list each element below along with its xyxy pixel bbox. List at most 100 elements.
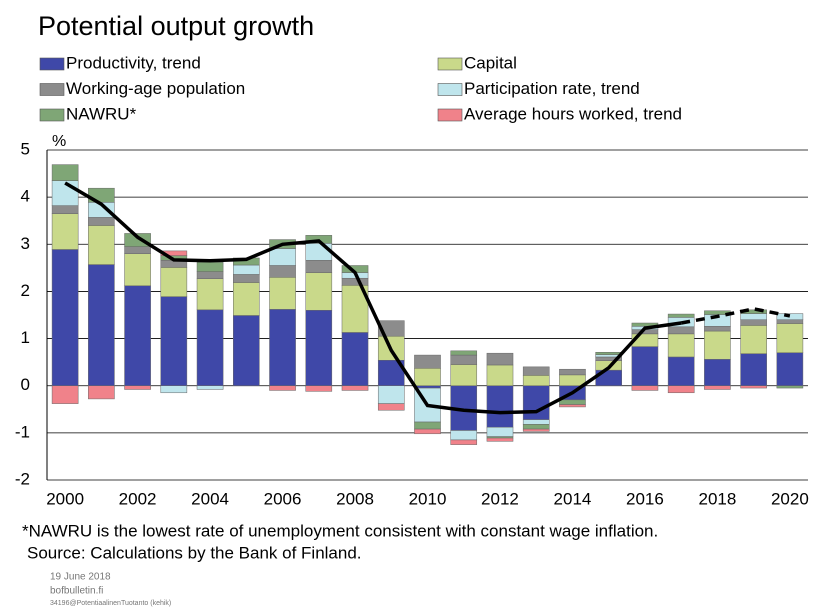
legend-swatch	[39, 108, 65, 122]
bar-segment	[160, 296, 188, 386]
bar-segment	[450, 354, 478, 365]
legend-label: Productivity, trend	[66, 53, 201, 72]
bar-segment	[233, 264, 260, 275]
note: *NAWRU is the lowest rate of unemploymen…	[22, 521, 658, 540]
x-tick-label: 2012	[481, 489, 519, 508]
bar-segment	[486, 364, 514, 386]
bar-segment	[522, 375, 550, 386]
bar-segment	[124, 246, 151, 254]
bar-segment	[196, 261, 224, 272]
bar-segment	[740, 313, 767, 320]
bar-segment	[269, 385, 296, 391]
bar-segment	[233, 315, 260, 386]
y-tick-label: 3	[21, 234, 30, 253]
bar-segment	[51, 164, 79, 181]
bar-segment	[377, 385, 405, 404]
bar-segment	[88, 217, 115, 226]
source: Source: Calculations by the Bank of Finl…	[27, 543, 362, 562]
bar-segment	[740, 319, 767, 326]
bar-segment	[450, 439, 478, 445]
bar-segment	[667, 356, 695, 386]
bar-segment	[88, 264, 115, 386]
x-tick-label: 2016	[626, 489, 664, 508]
bar-segment	[522, 424, 550, 430]
bar-segment	[522, 366, 550, 376]
bar-segment	[124, 285, 151, 386]
chart-title: Potential output growth	[38, 11, 314, 41]
legend-swatch	[39, 83, 65, 96]
bar-segment	[269, 309, 296, 386]
bar-segment	[667, 313, 695, 318]
bar-segment	[704, 326, 731, 332]
bar-segment	[704, 330, 731, 360]
y-tick-label: -1	[15, 422, 30, 441]
bar-segment	[305, 260, 333, 273]
x-tick-label: 2008	[336, 489, 374, 508]
bar-segment	[450, 350, 478, 356]
legend-swatch	[437, 108, 463, 122]
bar-segment	[341, 332, 369, 386]
legend-swatch	[437, 57, 463, 71]
bar-segment	[414, 428, 441, 435]
bar-segment	[305, 310, 333, 386]
legend-swatch	[437, 83, 463, 96]
bar-segment	[776, 385, 804, 389]
y-tick-label: 2	[21, 281, 30, 300]
y-tick-label: 5	[21, 139, 30, 158]
bar-segment	[631, 346, 659, 386]
bar-segment	[269, 265, 296, 278]
bar-segment	[522, 385, 550, 420]
bar-segment	[740, 353, 767, 386]
bar-segment	[704, 359, 731, 386]
legend-label: NAWRU*	[66, 104, 137, 123]
bar-segment	[51, 213, 79, 250]
bar-segment	[595, 351, 622, 355]
bar-segment	[667, 333, 695, 358]
y-tick-label: -2	[15, 469, 30, 488]
bar-segment	[233, 274, 260, 283]
bar-segment	[559, 404, 586, 408]
x-tick-label: 2006	[264, 489, 302, 508]
x-tick-label: 2020	[771, 489, 809, 508]
bar-segment	[51, 249, 79, 386]
y-axis-label: %	[52, 133, 66, 150]
x-tick-label: 2004	[191, 489, 229, 508]
legend-swatch	[39, 57, 65, 71]
bar-segment	[414, 421, 441, 430]
bar-segment	[160, 385, 188, 394]
bar-segment	[305, 243, 333, 261]
bar-segment	[414, 354, 441, 369]
legend-label: Participation rate, trend	[464, 79, 640, 98]
code: 34196@PotentiaalinenTuotanto (kehik)	[50, 600, 171, 607]
bar-segment	[486, 437, 514, 442]
bar-segment	[196, 271, 224, 279]
bar-segment	[667, 385, 695, 394]
bar-segment	[740, 385, 767, 389]
legend-label: Capital	[464, 53, 517, 72]
legend-label: Average hours worked, trend	[464, 104, 682, 123]
bar-segment	[522, 419, 550, 425]
x-tick-label: 2014	[554, 489, 592, 508]
bar-segment	[88, 225, 115, 265]
x-tick-label: 2000	[46, 489, 84, 508]
y-tick-label: 1	[21, 328, 30, 347]
bar-segment	[305, 272, 333, 311]
trend-line	[64, 181, 682, 415]
bar-segment	[559, 368, 586, 376]
bar-segment	[233, 282, 260, 316]
trend-line	[680, 307, 791, 325]
bar-segment	[450, 364, 478, 386]
bar-segment	[486, 426, 514, 437]
bar-segment	[269, 248, 296, 266]
bar-segment	[124, 385, 151, 390]
bar-segment	[377, 403, 405, 411]
bar-segment	[559, 374, 586, 386]
bar-segment	[667, 326, 695, 335]
bar-segment	[631, 385, 659, 391]
bar-segment	[196, 309, 224, 386]
y-tick-label: 0	[21, 375, 30, 394]
bar-segment	[414, 368, 441, 386]
bar-segment	[341, 277, 369, 286]
bar-segment	[522, 428, 550, 432]
